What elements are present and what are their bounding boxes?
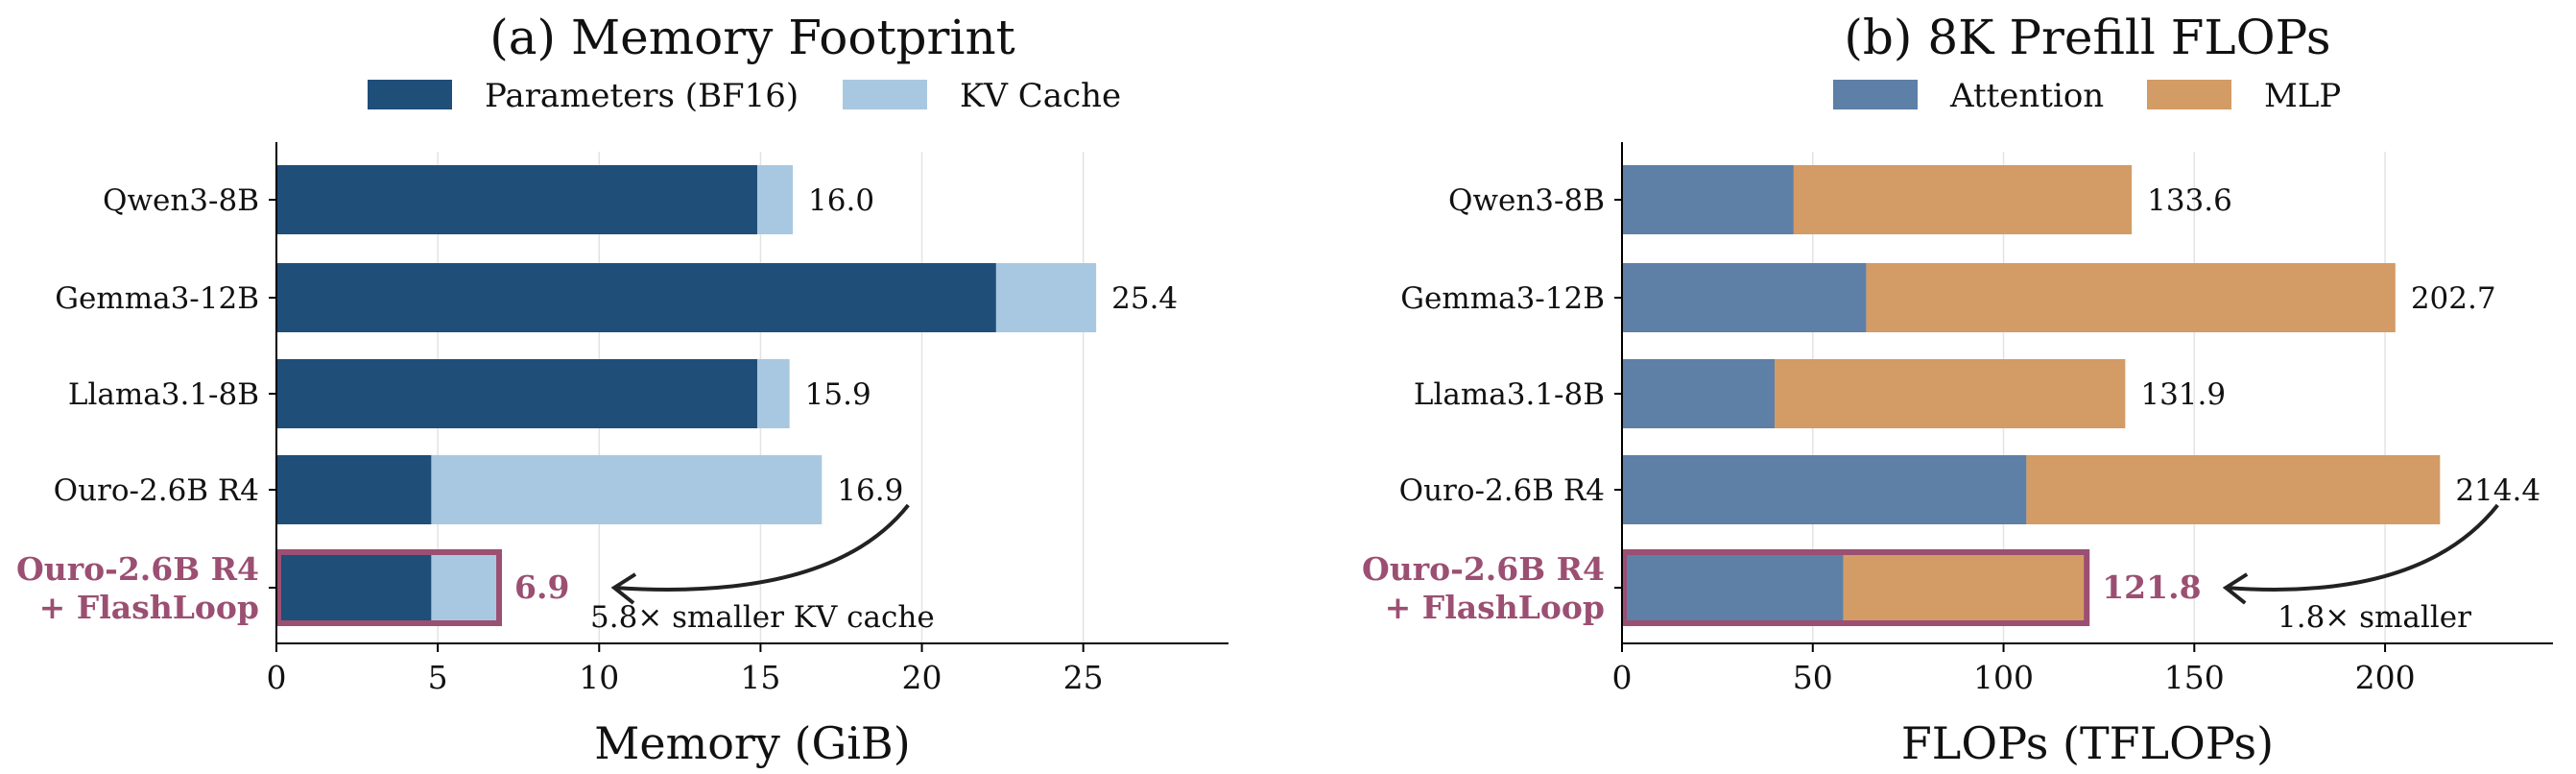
x-axis-label: Memory (GiB) (594, 717, 910, 769)
annotation-text: 5.8× smaller KV cache (590, 600, 935, 635)
value-label: 133.6 (2147, 183, 2232, 218)
legend-swatch (843, 80, 927, 109)
category-label: Gemma3-12B (1400, 281, 1605, 316)
arrow-head (610, 572, 637, 605)
x-tick-label: 200 (2355, 659, 2416, 696)
category-label: Qwen3-8B (1448, 183, 1605, 218)
value-label: 131.9 (2140, 377, 2226, 412)
bar-segment (1866, 263, 2396, 332)
category-label: Llama3.1-8B (68, 377, 259, 412)
value-label: 6.9 (514, 568, 569, 606)
value-label: 202.7 (2411, 281, 2496, 316)
x-tick-label: 20 (902, 659, 942, 696)
bar-segment (1622, 455, 2027, 524)
x-tick-label: 100 (1973, 659, 2034, 696)
category-label-line: + FlashLoop (39, 589, 259, 626)
x-tick-label: 25 (1063, 659, 1104, 696)
bar-segment (757, 359, 790, 428)
bar-segment (276, 359, 758, 428)
x-axis-label: FLOPs (TFLOPs) (1901, 717, 2274, 769)
x-tick-label: 15 (740, 659, 780, 696)
category-label-line: Ouro-2.6B R4 (1362, 550, 1605, 588)
legend-swatch (2147, 80, 2231, 109)
highlight-box (1621, 549, 2090, 626)
annotation-text: 1.8× smaller (2278, 600, 2471, 635)
legend-swatch (1833, 80, 1918, 109)
category-label: Ouro-2.6B R4 (1399, 473, 1605, 508)
bar-segment (276, 263, 996, 332)
bar-segment (2026, 455, 2441, 524)
value-label: 214.4 (2455, 473, 2540, 508)
legend-label: KV Cache (960, 77, 1121, 115)
category-label: Ouro-2.6B R4 (54, 473, 259, 508)
bar-segment (1622, 359, 1776, 428)
bar-segment (1622, 165, 1794, 234)
category-label: Ouro-2.6B R4 + FlashLoop (1362, 550, 1605, 626)
arrow-head (2222, 572, 2249, 605)
bar-segment (1622, 553, 1844, 622)
category-label-line: + FlashLoop (1385, 589, 1605, 626)
legend-label: Parameters (BF16) (485, 77, 799, 115)
legend-label: MLP (2264, 77, 2341, 115)
x-tick-label: 0 (1612, 659, 1633, 696)
x-tick-label: 10 (579, 659, 619, 696)
bar-segment (995, 263, 1097, 332)
bar-segment (276, 165, 758, 234)
bar-segment (276, 553, 432, 622)
bar-segment (757, 165, 794, 234)
x-tick-label: 5 (428, 659, 448, 696)
bar-segment (276, 455, 432, 524)
x-tick-label: 50 (1793, 659, 1833, 696)
chart-title: (a) Memory Footprint (489, 10, 1015, 65)
annotation-arrow (2226, 503, 2499, 592)
category-label: Ouro-2.6B R4 + FlashLoop (16, 550, 259, 626)
legend-swatch (368, 80, 452, 109)
x-tick-label: 0 (267, 659, 287, 696)
legend-label: Attention (1949, 77, 2104, 115)
bar-segment (1622, 263, 1867, 332)
highlight-box (275, 549, 503, 626)
value-label: 16.9 (837, 473, 903, 508)
value-label: 15.9 (805, 377, 871, 412)
bar-segment (1843, 553, 2087, 622)
chart-panel-1: (a) Memory Footprint Parameters (BF16) KV … (16, 10, 1228, 769)
value-label: 25.4 (1111, 281, 1178, 316)
category-label: Gemma3-12B (55, 281, 259, 316)
category-label: Qwen3-8B (103, 183, 259, 218)
bar-segment (431, 455, 823, 524)
chart-panel-2: (b) 8K Prefill FLOPs Attention MLP 133.6 Qwe… (1362, 10, 2553, 769)
x-tick-label: 150 (2164, 659, 2225, 696)
value-label: 121.8 (2102, 568, 2201, 606)
chart-title: (b) 8K Prefill FLOPs (1844, 10, 2330, 65)
annotation-arrow (613, 503, 910, 592)
bar-segment (431, 553, 500, 622)
bar-segment (1793, 165, 2133, 234)
category-label-line: Ouro-2.6B R4 (16, 550, 259, 588)
value-label: 16.0 (808, 183, 874, 218)
bar-segment (1775, 359, 2126, 428)
category-label: Llama3.1-8B (1414, 377, 1605, 412)
